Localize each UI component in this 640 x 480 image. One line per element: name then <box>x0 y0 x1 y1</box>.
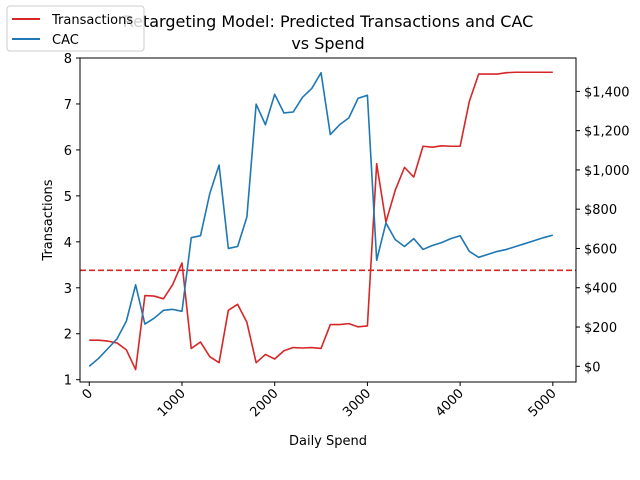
legend-label-transactions: Transactions <box>51 13 133 28</box>
legend-box <box>6 5 145 52</box>
legend-label-cac: CAC <box>52 33 79 48</box>
legend: Transactions CAC <box>6 5 145 52</box>
y-right-tick-label: $1,200 <box>584 125 630 140</box>
plot-frame <box>79 57 577 383</box>
chart-title-line-2: vs Spend <box>291 34 364 53</box>
y-left-tick-label: 4 <box>64 236 72 251</box>
y-right-tick-label: $1,400 <box>584 85 630 100</box>
y-left-tick-label: 6 <box>64 144 72 159</box>
series-line-transactions <box>89 71 553 371</box>
y-right-tick-label: $200 <box>584 321 617 336</box>
y-right-tick-label: $400 <box>584 282 617 297</box>
y-left-tick-label: 5 <box>64 190 72 205</box>
y-right-tick-label: $0 <box>584 360 601 375</box>
y-right-tick-label: $600 <box>584 242 617 257</box>
series-line-cac <box>88 71 554 367</box>
y-left-tick-label: 3 <box>64 282 72 297</box>
y-axis-label-left: Transactions <box>41 179 56 261</box>
y-left-tick-label: 1 <box>64 374 72 389</box>
y-right-tick-label: $800 <box>584 203 617 218</box>
y-right-tick-label: $1,000 <box>584 164 630 179</box>
x-axis-label: Daily Spend <box>289 434 367 449</box>
y-left-tick-label: 7 <box>64 98 72 113</box>
y-left-tick-label: 8 <box>64 52 72 67</box>
plot-area <box>80 71 576 371</box>
chart-title-line-1: Retargeting Model: Predicted Transaction… <box>123 12 534 31</box>
y-left-tick-label: 2 <box>64 328 72 343</box>
